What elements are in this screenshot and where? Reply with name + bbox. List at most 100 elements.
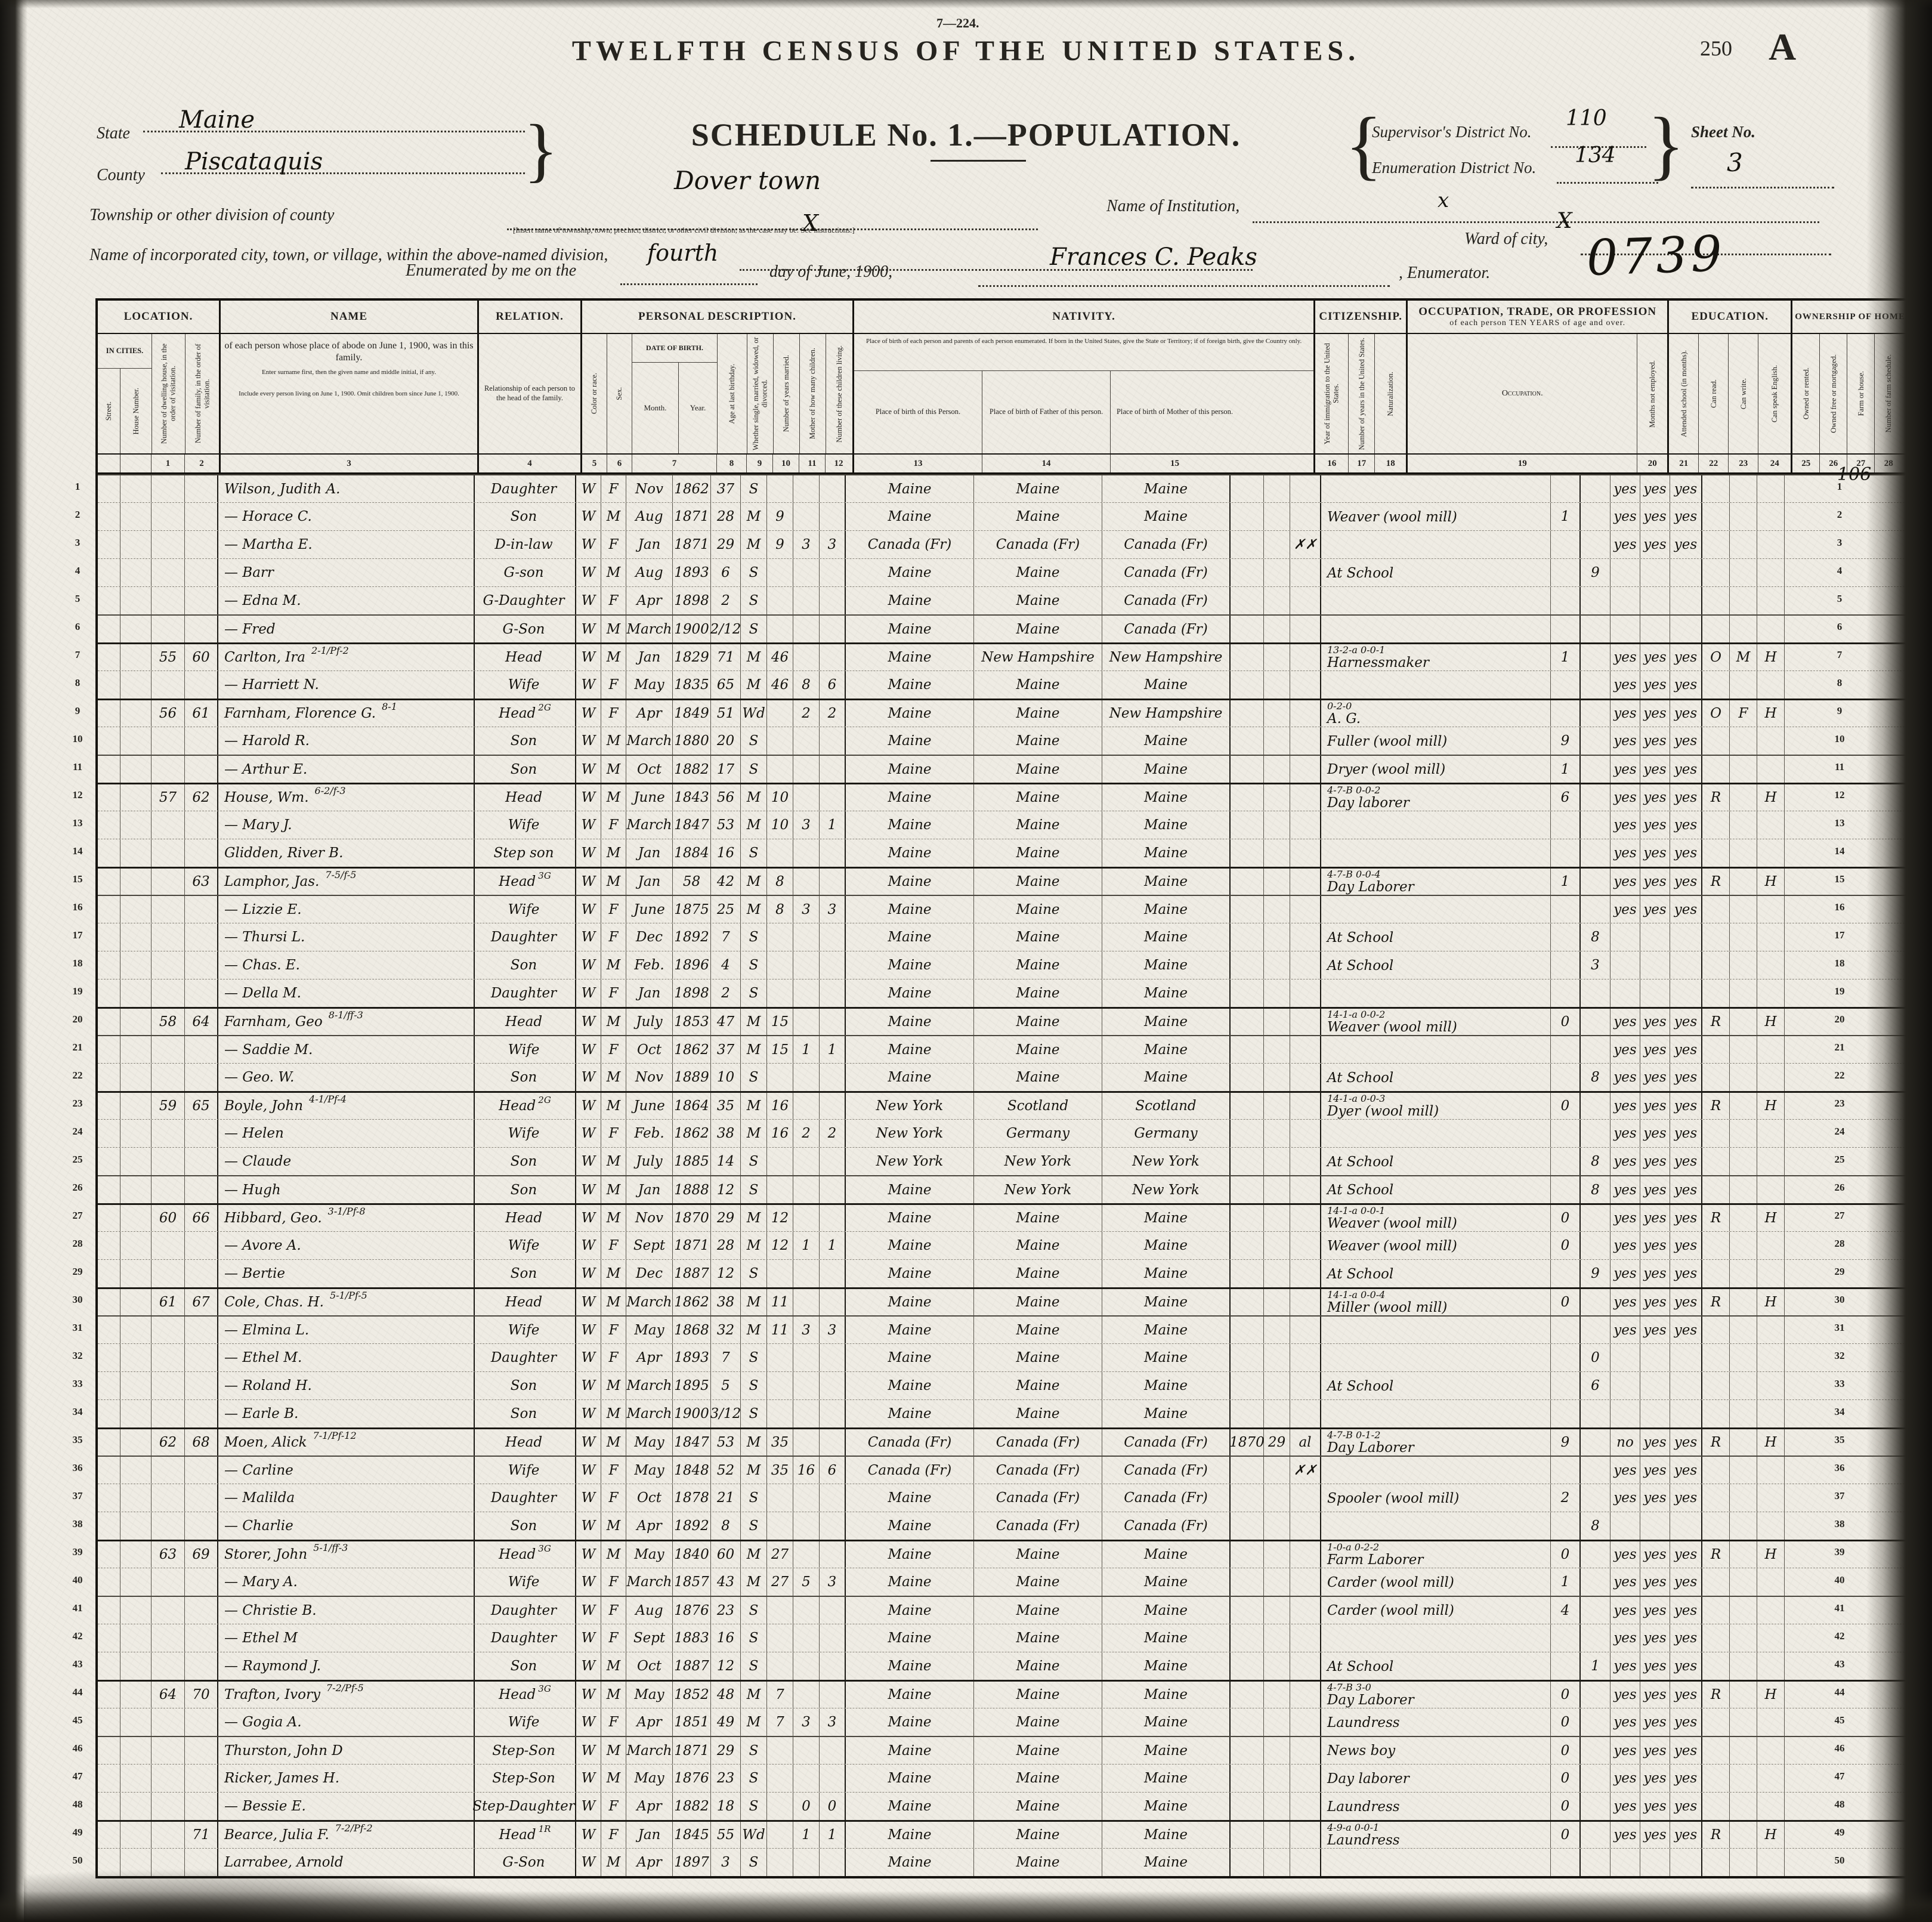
- cell-mother-of-children[interactable]: [793, 1400, 820, 1427]
- cell-occupation[interactable]: Laundress: [1321, 1793, 1551, 1820]
- cell-name[interactable]: — Helen: [218, 1120, 475, 1147]
- cell-color-race[interactable]: W: [576, 727, 601, 755]
- cell-owned-free-mortgaged[interactable]: [1730, 1652, 1757, 1680]
- table-row[interactable]: 61 67 Cole, Chas. H. 5-1∕Pf-5 Head W M Ma…: [98, 1287, 1911, 1315]
- cell-attended-school[interactable]: [1581, 1541, 1610, 1568]
- cell-owned-rented[interactable]: [1702, 1484, 1730, 1512]
- cell-years-married[interactable]: [767, 1765, 793, 1792]
- cell-can-read[interactable]: [1610, 951, 1640, 979]
- cell-street[interactable]: [98, 896, 120, 923]
- cell-marital-status[interactable]: M: [741, 1457, 767, 1484]
- cell-years-in-us[interactable]: [1264, 503, 1290, 530]
- cell-years-in-us[interactable]: [1264, 923, 1290, 951]
- cell-color-race[interactable]: W: [576, 616, 601, 642]
- cell-owned-rented[interactable]: R: [1702, 1205, 1730, 1231]
- cell-name[interactable]: House, Wm. 6-2∕f-3: [218, 784, 475, 811]
- cell-years-in-us[interactable]: [1264, 1597, 1290, 1624]
- cell-birth-month[interactable]: Aug: [626, 559, 673, 586]
- cell-farm-or-house[interactable]: [1757, 1457, 1785, 1484]
- cell-can-read[interactable]: yes: [1610, 1484, 1640, 1512]
- cell-birthplace[interactable]: Maine: [846, 503, 974, 530]
- cell-owned-rented[interactable]: [1702, 1624, 1730, 1652]
- cell-can-read[interactable]: yes: [1610, 644, 1640, 670]
- cell-street[interactable]: [98, 1624, 120, 1652]
- cell-house-number[interactable]: [120, 1400, 152, 1427]
- cell-street[interactable]: [98, 559, 120, 586]
- cell-mother-birthplace[interactable]: New York: [1102, 1148, 1231, 1175]
- cell-naturalization[interactable]: [1290, 1793, 1321, 1820]
- cell-age[interactable]: 49: [711, 1708, 741, 1736]
- cell-name[interactable]: — Charlie: [218, 1512, 475, 1540]
- cell-years-in-us[interactable]: [1264, 1176, 1290, 1203]
- cell-house-number[interactable]: [120, 1093, 152, 1119]
- cell-age[interactable]: 7: [711, 1344, 741, 1371]
- cell-can-write[interactable]: [1640, 587, 1670, 614]
- cell-sex[interactable]: M: [601, 1765, 626, 1792]
- cell-color-race[interactable]: W: [576, 1148, 601, 1175]
- cell-owned-rented[interactable]: [1702, 1737, 1730, 1764]
- cell-birth-year[interactable]: 1896: [673, 951, 711, 979]
- cell-mother-of-children[interactable]: [793, 1484, 820, 1512]
- cell-relation[interactable]: Head: [475, 1009, 576, 1035]
- cell-mother-birthplace[interactable]: Maine: [1102, 896, 1231, 923]
- cell-can-write[interactable]: yes: [1640, 1009, 1670, 1035]
- cell-family[interactable]: [185, 1624, 218, 1652]
- cell-marital-status[interactable]: M: [741, 1009, 767, 1035]
- cell-months-not-employed[interactable]: [1551, 1624, 1581, 1652]
- cell-age[interactable]: 14: [711, 1148, 741, 1175]
- table-row[interactable]: — Gogia A. Wife W F Apr 1851 49 M 7 3 3 …: [98, 1708, 1911, 1736]
- cell-mother-birthplace[interactable]: Maine: [1102, 1822, 1231, 1848]
- cell-years-in-us[interactable]: [1264, 1682, 1290, 1708]
- cell-owned-rented[interactable]: [1702, 951, 1730, 979]
- cell-years-married[interactable]: [767, 1737, 793, 1764]
- cell-years-married[interactable]: [767, 616, 793, 642]
- cell-months-not-employed[interactable]: 0: [1551, 1765, 1581, 1792]
- cell-relation[interactable]: Son: [475, 727, 576, 755]
- cell-house-number[interactable]: [120, 839, 152, 867]
- cell-mother-of-children[interactable]: [793, 1344, 820, 1371]
- cell-children-living[interactable]: [820, 1289, 846, 1315]
- cell-farm-schedule[interactable]: [1785, 1344, 1812, 1371]
- cell-dwelling[interactable]: [152, 923, 185, 951]
- cell-name[interactable]: Boyle, John 4-1∕Pf-4: [218, 1093, 475, 1119]
- cell-farm-or-house[interactable]: [1757, 923, 1785, 951]
- cell-color-race[interactable]: W: [576, 869, 601, 895]
- cell-family[interactable]: [185, 1260, 218, 1287]
- cell-farm-schedule[interactable]: [1785, 1765, 1812, 1792]
- cell-mother-birthplace[interactable]: Germany: [1102, 1120, 1231, 1147]
- cell-street[interactable]: [98, 616, 120, 642]
- cell-months-not-employed[interactable]: [1551, 896, 1581, 923]
- cell-children-living[interactable]: 6: [820, 671, 846, 699]
- cell-can-read[interactable]: [1610, 559, 1640, 586]
- cell-color-race[interactable]: W: [576, 1512, 601, 1540]
- cell-color-race[interactable]: W: [576, 700, 601, 727]
- cell-immigration-year[interactable]: [1231, 1289, 1264, 1315]
- cell-farm-or-house[interactable]: [1757, 1597, 1785, 1624]
- cell-birthplace[interactable]: Maine: [846, 1232, 974, 1259]
- cell-dwelling[interactable]: [152, 559, 185, 586]
- cell-father-birthplace[interactable]: Maine: [974, 1317, 1102, 1343]
- cell-sex[interactable]: M: [601, 1429, 626, 1456]
- cell-farm-or-house[interactable]: H: [1757, 700, 1785, 727]
- cell-birth-month[interactable]: March: [626, 1400, 673, 1427]
- cell-attended-school[interactable]: [1581, 475, 1610, 502]
- cell-family[interactable]: [185, 951, 218, 979]
- cell-owned-free-mortgaged[interactable]: [1730, 839, 1757, 867]
- cell-name[interactable]: — Fred: [218, 616, 475, 642]
- cell-months-not-employed[interactable]: 0: [1551, 1009, 1581, 1035]
- table-row[interactable]: Larrabee, Arnold G-Son W M Apr 1897 3 S …: [98, 1848, 1911, 1876]
- cell-birth-year[interactable]: 1862: [673, 1120, 711, 1147]
- cell-sex[interactable]: F: [601, 531, 626, 558]
- cell-immigration-year[interactable]: [1231, 671, 1264, 699]
- cell-can-read[interactable]: yes: [1610, 727, 1640, 755]
- cell-birth-year[interactable]: 1884: [673, 839, 711, 867]
- cell-children-living[interactable]: 1: [820, 1232, 846, 1259]
- cell-years-married[interactable]: 9: [767, 531, 793, 558]
- cell-farm-schedule[interactable]: [1785, 1682, 1812, 1708]
- cell-mother-birthplace[interactable]: Canada (Fr): [1102, 1429, 1231, 1456]
- cell-family[interactable]: 64: [185, 1009, 218, 1035]
- table-row[interactable]: — Harold R. Son W M March 1880 20 S Main…: [98, 727, 1911, 755]
- cell-immigration-year[interactable]: [1231, 587, 1264, 614]
- cell-farm-or-house[interactable]: [1757, 531, 1785, 558]
- cell-speak-english[interactable]: yes: [1670, 1317, 1702, 1343]
